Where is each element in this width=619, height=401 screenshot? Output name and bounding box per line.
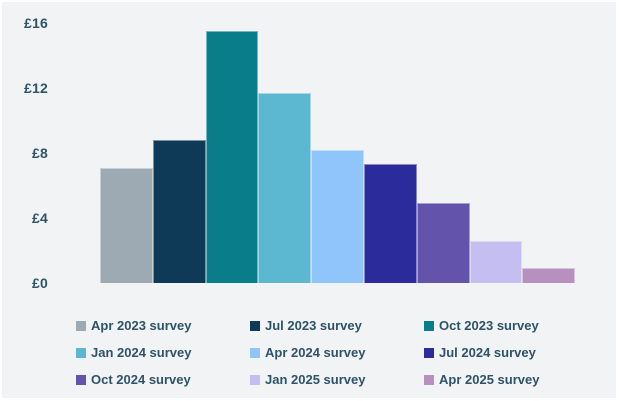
bar-oct-2024-survey bbox=[416, 203, 470, 283]
legend: Apr 2023 survey Jul 2023 survey Oct 2023 s… bbox=[76, 312, 598, 393]
legend-swatch-icon bbox=[250, 374, 260, 385]
legend-item-jan-2025-survey: Jan 2025 survey bbox=[250, 372, 424, 387]
legend-label: Jan 2025 survey bbox=[265, 372, 366, 387]
legend-label: Oct 2024 survey bbox=[91, 372, 191, 387]
y-axis-tick: £16 bbox=[24, 15, 48, 31]
legend-item-jul-2023-survey: Jul 2023 survey bbox=[250, 318, 424, 333]
y-axis-tick: £0 bbox=[32, 275, 48, 291]
legend-label: Jul 2024 survey bbox=[439, 345, 536, 360]
bar-jan-2025-survey bbox=[469, 240, 523, 283]
legend-item-apr-2023-survey: Apr 2023 survey bbox=[76, 318, 250, 333]
y-axis-tick: £8 bbox=[32, 145, 48, 161]
legend-label: Apr 2023 survey bbox=[91, 318, 192, 333]
bar-apr-2023-survey bbox=[100, 167, 153, 283]
bar-apr-2025-survey bbox=[522, 268, 576, 283]
bar-oct-2023-survey bbox=[205, 31, 259, 283]
bar-jul-2024-survey bbox=[364, 164, 417, 283]
y-axis-tick: £12 bbox=[24, 80, 48, 96]
legend-item-jan-2024-survey: Jan 2024 survey bbox=[76, 345, 250, 360]
chart-panel: £0 £4 £8 £12 £16 Apr 2023 survey Jul 2023 sur… bbox=[2, 2, 616, 398]
legend-label: Oct 2023 survey bbox=[439, 318, 539, 333]
legend-swatch-icon bbox=[76, 347, 86, 358]
bar-jul-2023-survey bbox=[152, 140, 206, 283]
legend-swatch-icon bbox=[424, 374, 434, 385]
legend-label: Jan 2024 survey bbox=[91, 345, 192, 360]
y-axis: £0 £4 £8 £12 £16 bbox=[2, 2, 48, 302]
legend-item-oct-2024-survey: Oct 2024 survey bbox=[76, 372, 250, 387]
legend-item-oct-2023-survey: Oct 2023 survey bbox=[424, 318, 598, 333]
legend-item-apr-2025-survey: Apr 2025 survey bbox=[424, 372, 598, 387]
legend-swatch-icon bbox=[250, 320, 260, 331]
legend-swatch-icon bbox=[424, 320, 434, 331]
legend-label: Apr 2024 survey bbox=[265, 345, 366, 360]
legend-swatch-icon bbox=[250, 347, 260, 358]
legend-swatch-icon bbox=[76, 374, 86, 385]
bar-jan-2024-survey bbox=[258, 92, 312, 283]
legend-label: Jul 2023 survey bbox=[265, 318, 362, 333]
legend-swatch-icon bbox=[424, 347, 434, 358]
y-axis-tick: £4 bbox=[32, 210, 48, 226]
bar-apr-2024-survey bbox=[311, 149, 364, 283]
plot-area bbox=[100, 2, 578, 283]
legend-item-jul-2024-survey: Jul 2024 survey bbox=[424, 345, 598, 360]
legend-item-apr-2024-survey: Apr 2024 survey bbox=[250, 345, 424, 360]
legend-label: Apr 2025 survey bbox=[439, 372, 540, 387]
legend-swatch-icon bbox=[76, 320, 86, 331]
